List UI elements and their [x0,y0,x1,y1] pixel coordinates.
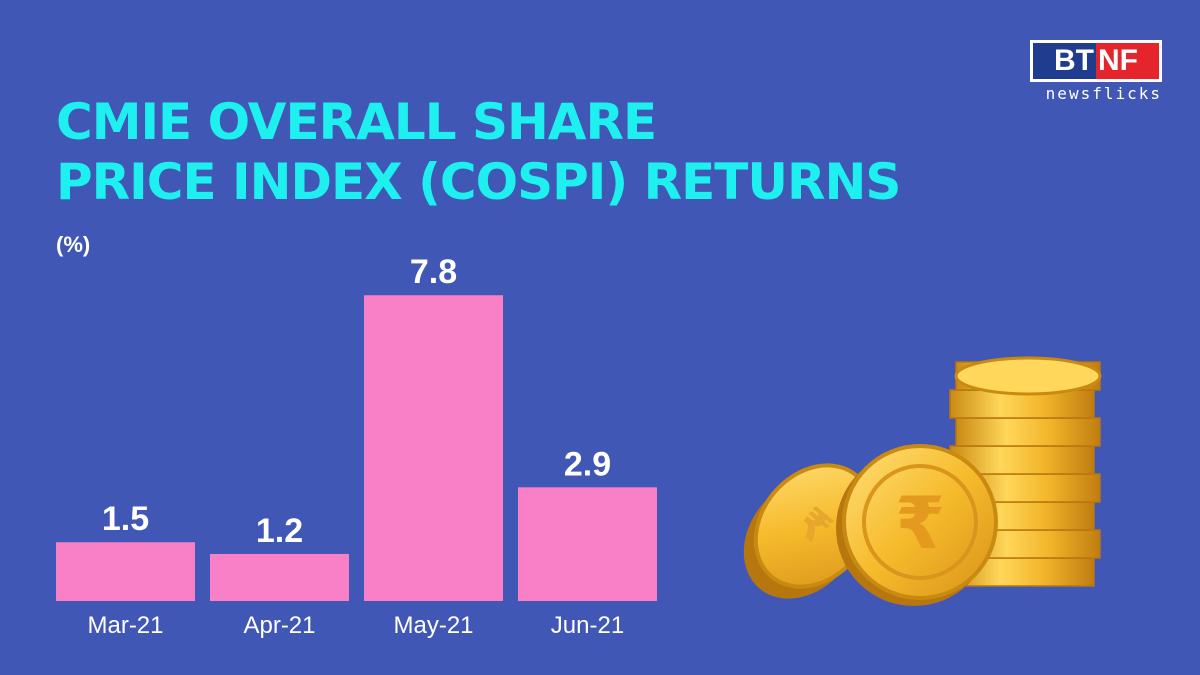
title-line-1: CMIE OVERALL SHARE [56,93,657,151]
coin-stack-layer [949,389,1095,419]
logo-right-text: NF [1096,43,1159,79]
bar-chart: 1.5 Mar-21 1.2 Apr-21 7.8 May-21 2.9 Jun-21 [56,253,657,639]
x-tick-mar-21: Mar-21 [87,612,163,639]
rupee-coin-stack-icon: ₹ ₹ [743,356,1102,606]
bar-apr-21 [210,553,349,601]
title-line-2: PRICE INDEX (COSPI) RETURNS [56,153,901,211]
data-label-may-21: 7.8 [410,253,457,291]
bar-may-21 [364,295,503,601]
data-label-mar-21: 1.5 [102,500,149,538]
x-tick-jun-21: Jun-21 [551,612,624,639]
data-label-apr-21: 1.2 [256,512,303,550]
bar-mar-21 [56,542,195,601]
coin-large: ₹ [836,444,998,606]
logo-left-text: BT [1033,43,1096,79]
rupee-symbol-large: ₹ [895,481,945,565]
x-tick-apr-21: Apr-21 [243,612,315,639]
bar-jun-21 [518,487,657,601]
chart-title: CMIE OVERALL SHARE PRICE INDEX (COSPI) R… [56,92,901,212]
coin-stack-layer [955,417,1101,447]
unit-label: (%) [56,232,91,257]
brand-logo: BT NF newsflicks [1030,40,1162,103]
logo-box: BT NF [1030,40,1162,82]
data-label-jun-21: 2.9 [564,445,611,483]
x-tick-may-21: May-21 [393,612,473,639]
coin-stack-top [954,356,1102,396]
logo-subtitle: newsflicks [1045,84,1162,103]
